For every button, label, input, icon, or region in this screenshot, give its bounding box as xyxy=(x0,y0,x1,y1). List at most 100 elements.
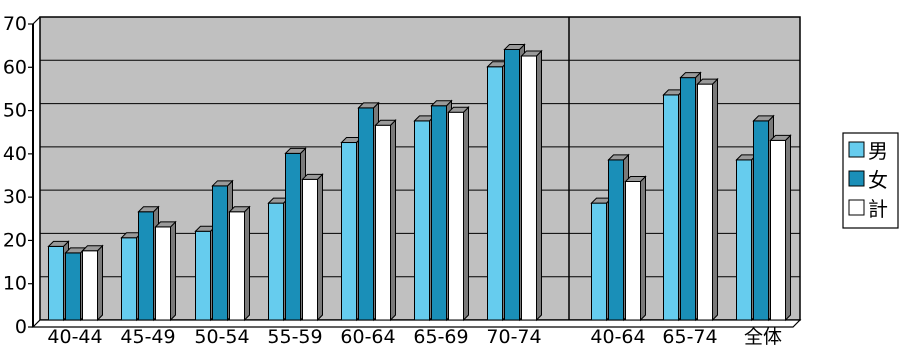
bars xyxy=(47,43,792,322)
bar-side xyxy=(244,205,250,322)
bar-front xyxy=(736,159,752,321)
bar-front xyxy=(521,55,537,321)
y-tick-label: 30 xyxy=(3,186,27,208)
bar-front xyxy=(65,252,81,321)
x-tick-label: 60-64 xyxy=(340,326,395,347)
bar-side xyxy=(390,119,396,322)
bar-front xyxy=(608,159,624,321)
bar xyxy=(696,77,719,322)
bar-side xyxy=(536,49,542,322)
legend-label: 計 xyxy=(868,197,888,221)
bar-top xyxy=(607,154,630,161)
legend-swatch xyxy=(848,170,865,187)
bar-side xyxy=(463,106,469,322)
y-axis-ticks: 0 10 20 30 40 50 60 70 xyxy=(3,13,33,338)
bar-front xyxy=(302,178,318,321)
x-tick-label: 40-44 xyxy=(47,326,102,347)
bar-top xyxy=(430,100,453,107)
bar-front xyxy=(448,111,464,321)
legend-label: 女 xyxy=(868,168,888,192)
bar-top xyxy=(47,240,70,247)
bar-top xyxy=(752,115,775,122)
x-tick-label: 40-64 xyxy=(590,326,645,347)
bar-front xyxy=(341,142,357,321)
bar xyxy=(374,119,397,322)
bar-top xyxy=(228,206,251,213)
bar-front xyxy=(358,107,374,321)
y-tick-label: 60 xyxy=(3,56,27,78)
bar xyxy=(301,173,324,322)
bar-side xyxy=(97,244,103,322)
bar-top xyxy=(696,78,719,85)
wall-edge xyxy=(32,16,41,25)
x-tick-label: 全体 xyxy=(744,326,782,347)
bar-top xyxy=(374,119,397,126)
bar-side xyxy=(170,220,176,322)
bar-front xyxy=(195,230,211,321)
bar-top xyxy=(211,180,234,187)
bar-side xyxy=(640,175,646,322)
bar-top xyxy=(357,102,380,109)
bar-front xyxy=(697,83,713,321)
bar-front xyxy=(138,211,154,321)
y-tick-label: 40 xyxy=(3,143,27,165)
x-tick-label: 70-74 xyxy=(486,326,541,347)
bar-top xyxy=(624,175,647,182)
bar xyxy=(447,106,470,322)
bar xyxy=(47,240,70,322)
legend-swatch xyxy=(848,199,865,216)
bar-front xyxy=(591,202,607,321)
x-tick-label: 55-59 xyxy=(267,326,322,347)
bar-front xyxy=(212,185,228,321)
bar-front xyxy=(229,211,245,321)
bar-side xyxy=(712,77,718,322)
bar-top xyxy=(81,245,104,252)
bar-top xyxy=(503,43,526,50)
x-tick-label: 50-54 xyxy=(194,326,249,347)
bar-front xyxy=(155,226,171,321)
bar-top xyxy=(284,147,307,154)
bar xyxy=(520,49,543,322)
y-tick-label: 70 xyxy=(3,13,27,35)
bar-front xyxy=(625,180,641,321)
bar-front xyxy=(753,120,769,321)
bar-front xyxy=(414,120,430,321)
plot-floor xyxy=(31,319,802,328)
bar xyxy=(154,220,177,322)
y-tick-label: 0 xyxy=(15,316,27,338)
x-axis-ticks: 40-44 45-49 50-54 55-59 60-64 65-69 70-74 40-64… xyxy=(47,326,782,347)
bar-front xyxy=(487,66,503,321)
bar-top xyxy=(447,106,470,113)
bar-top xyxy=(154,221,177,228)
bar-top xyxy=(679,72,702,79)
bar xyxy=(769,134,792,322)
x-tick-label: 65-74 xyxy=(662,326,717,347)
bar xyxy=(624,175,647,322)
bar-front xyxy=(770,139,786,321)
bar-top xyxy=(769,134,792,141)
bar xyxy=(81,244,104,322)
x-tick-label: 45-49 xyxy=(120,326,175,347)
y-tick-label: 10 xyxy=(3,273,27,295)
bar-front xyxy=(504,48,520,321)
bar-front xyxy=(268,202,284,321)
legend-swatch xyxy=(848,141,865,158)
bar-top xyxy=(137,206,160,213)
bar-front xyxy=(663,94,679,321)
y-tick-label: 50 xyxy=(3,100,27,122)
bar-front xyxy=(285,152,301,321)
bar-front xyxy=(121,237,137,321)
x-tick-label: 65-69 xyxy=(413,326,468,347)
bar-top xyxy=(301,173,324,180)
legend: 男女計 xyxy=(842,132,899,229)
bar-side xyxy=(317,173,323,322)
y-tick-label: 20 xyxy=(3,229,27,251)
bar-side xyxy=(785,134,791,322)
bar-front xyxy=(375,124,391,321)
bar-front xyxy=(48,245,64,321)
bar-front xyxy=(431,105,447,321)
bar-front xyxy=(82,250,98,321)
bar xyxy=(228,205,251,322)
bar-front xyxy=(680,77,696,321)
